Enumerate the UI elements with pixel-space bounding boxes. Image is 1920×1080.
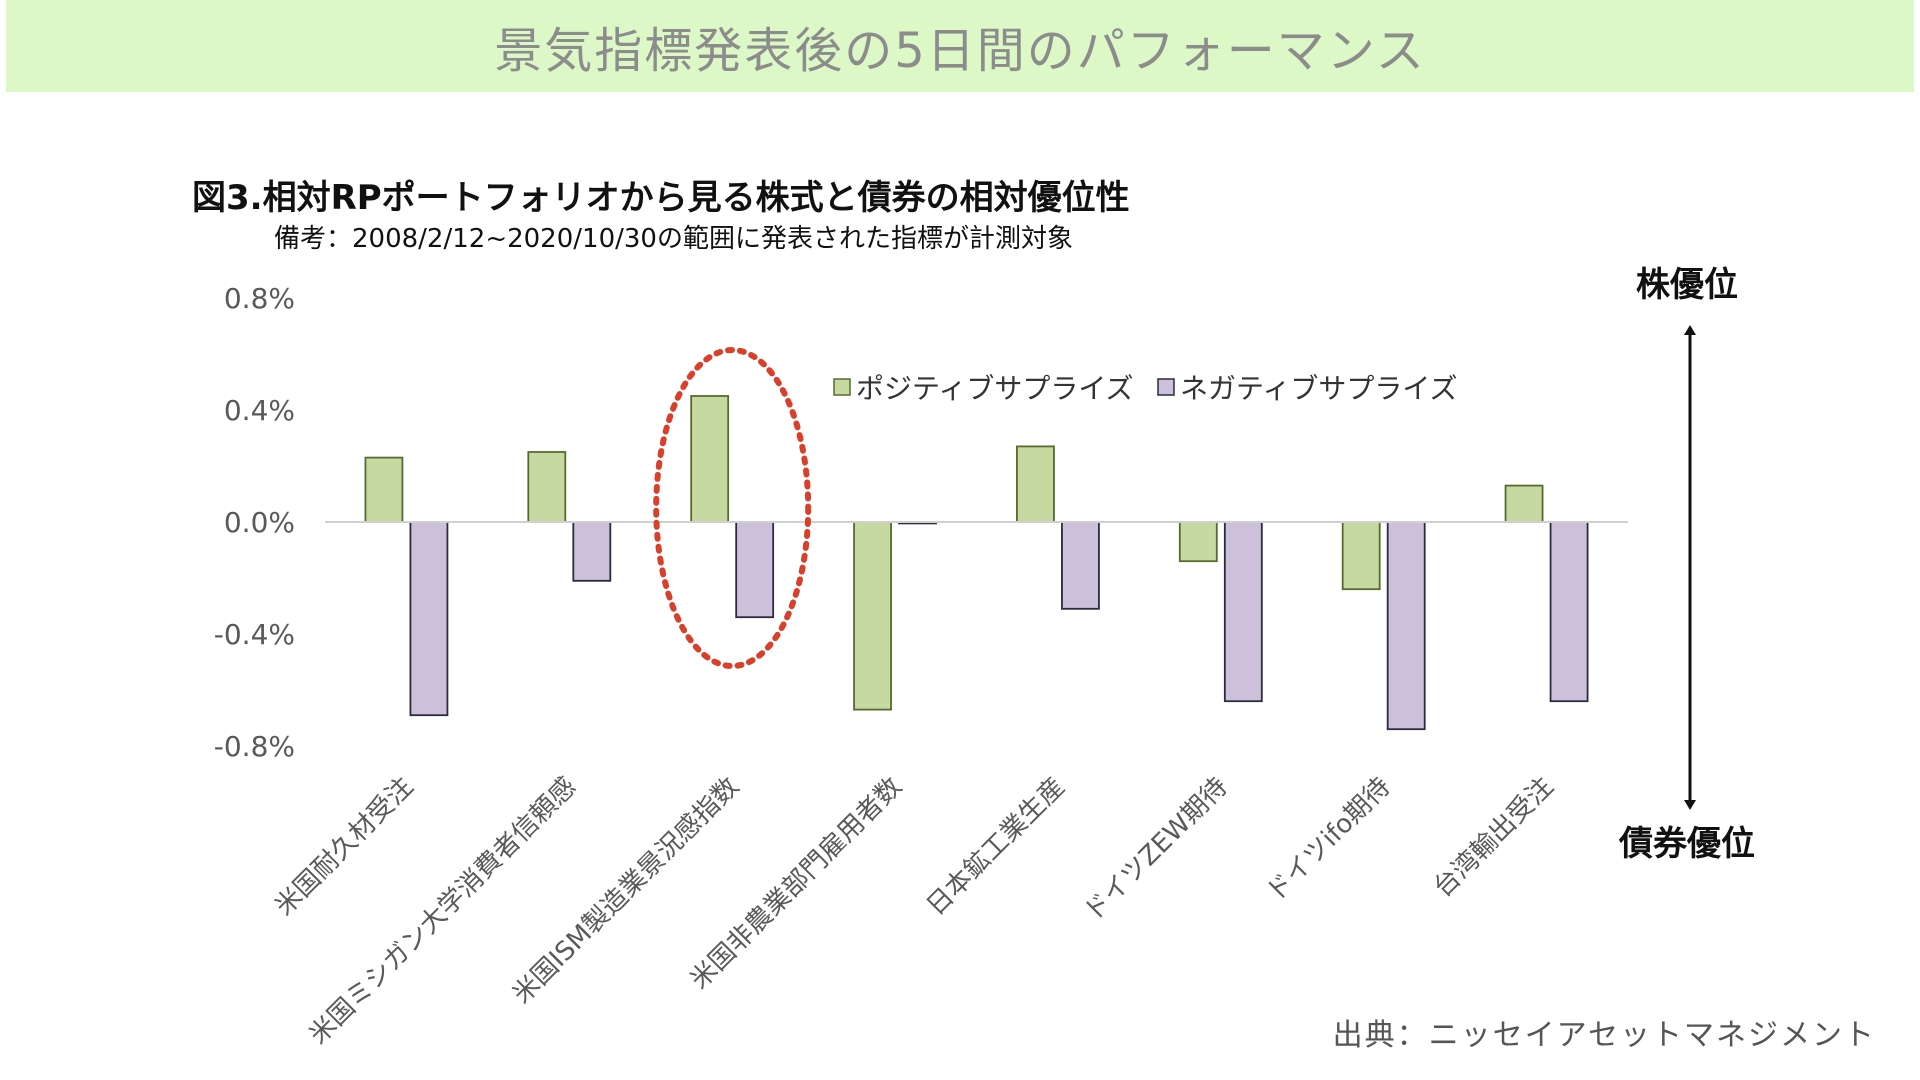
arrow-top-label: 株優位 — [1636, 265, 1738, 305]
category-label: ドイツifo期待 — [1261, 772, 1397, 908]
positive-surprise-bar — [1178, 521, 1218, 563]
y-tick-label: 0.8% — [224, 282, 295, 315]
positive-surprise-bar — [1016, 445, 1055, 523]
source-note: 出典：ニッセイアセットマネジメント — [1332, 1018, 1876, 1053]
chart-title: 図3.相対RPポートフォリオから見る株式と債券の相対優位性 — [192, 178, 1130, 218]
y-tick-label: -0.8% — [214, 730, 295, 763]
category-label: 米国ミシガン大学消費者信頼感 — [304, 772, 583, 1051]
positive-surprise-bar — [1341, 521, 1381, 591]
y-axis-labels: 0.8% 0.4% 0.0% -0.4% -0.8% — [214, 282, 295, 763]
y-tick-label: 0.4% — [224, 394, 295, 427]
negative-surprise-bar — [572, 521, 612, 582]
negative-surprise-bar — [1223, 521, 1263, 703]
category-labels: 米国耐久材受注米国ミシガン大学消費者信頼感米国ISM製造業景況感指数米国非農業部… — [269, 772, 1559, 1051]
y-tick-label: -0.4% — [214, 618, 295, 651]
bars — [364, 395, 1589, 731]
banner-title: 景気指標発表後の5日間のパフォーマンス — [494, 23, 1426, 79]
direction-arrow: 株優位 債券優位 — [1618, 265, 1755, 864]
category-label: 米国耐久材受注 — [269, 772, 419, 922]
negative-surprise-bar — [1549, 521, 1589, 703]
negative-surprise-bar — [409, 521, 449, 717]
positive-surprise-bar — [527, 451, 567, 523]
header-banner: 景気指標発表後の5日間のパフォーマンス — [6, 0, 1914, 92]
chart-subtitle: 備考：2008/2/12~2020/10/30の範囲に発表された指標が計測対象 — [274, 224, 1073, 254]
negative-surprise-bar — [1386, 521, 1426, 731]
highlight-ellipse — [653, 347, 812, 669]
arrow-bottom-label: 債券優位 — [1618, 824, 1755, 864]
category-label: 台湾輸出受注 — [1428, 772, 1560, 904]
positive-surprise-bar — [853, 521, 892, 711]
legend: ポジティブサプライズ ネガティブサプライズ — [833, 372, 1457, 405]
legend-swatch — [833, 378, 851, 396]
positive-surprise-bar — [364, 456, 404, 523]
positive-surprise-bar — [690, 395, 730, 523]
negative-surprise-bar — [735, 521, 775, 619]
positive-surprise-bar — [1504, 484, 1544, 523]
category-label: ドイツZEW期待 — [1078, 772, 1234, 928]
y-tick-label: 0.0% — [224, 506, 295, 539]
legend-swatch — [1157, 378, 1175, 396]
legend-label: ネガティブサプライズ — [1180, 372, 1457, 405]
negative-surprise-bar — [1061, 521, 1100, 610]
legend-label: ポジティブサプライズ — [856, 372, 1133, 405]
category-label: 日本鉱工業生産 — [921, 772, 1071, 922]
